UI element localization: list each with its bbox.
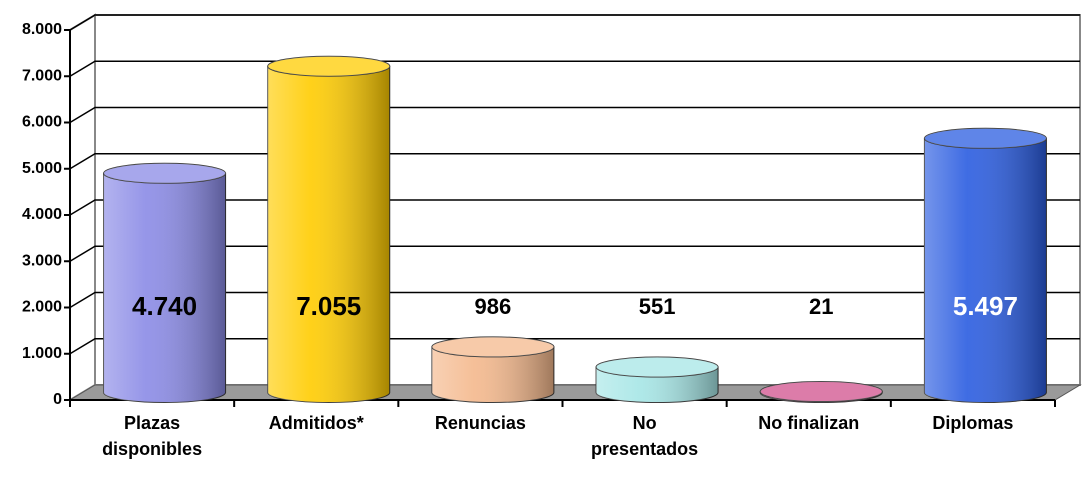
grid-line <box>69 106 1080 124</box>
cylinder <box>103 162 227 403</box>
cylinder <box>595 356 719 403</box>
bar-top <box>759 381 883 403</box>
bar-top <box>103 162 227 184</box>
cylinder <box>759 381 883 403</box>
x-tick-label: No presentados <box>591 413 699 459</box>
y-tick-label: 4.000 <box>22 206 62 223</box>
bar-shade <box>431 346 554 403</box>
bar-top <box>267 55 391 77</box>
bar-top-shade <box>760 381 883 402</box>
cylinder <box>431 336 555 403</box>
cylinder <box>267 55 391 403</box>
x-tick-label: Diplomas <box>932 413 1014 433</box>
value-label: 986 <box>475 294 512 319</box>
y-tick-label: 8.000 <box>22 21 62 38</box>
bar-shade <box>103 173 226 403</box>
bar-top-shade <box>596 357 719 378</box>
y-tick-label: 1.000 <box>22 345 62 362</box>
grid-line <box>69 14 1080 31</box>
grid-line <box>69 199 1080 216</box>
bar-shade <box>267 66 390 403</box>
value-label: 7.055 <box>296 291 361 321</box>
y-tick-label: 3.000 <box>22 252 62 269</box>
bar-top-shade <box>431 336 554 357</box>
y-tick-label: 6.000 <box>22 114 62 131</box>
grid-line <box>69 338 1080 355</box>
value-label: 551 <box>639 294 676 319</box>
value-label: 4.740 <box>132 291 197 321</box>
grid-line <box>69 245 1080 262</box>
y-tick-label: 5.000 <box>22 160 62 177</box>
bar-top <box>431 336 555 358</box>
x-tick-label: No finalizan <box>758 413 860 433</box>
y-tick-label: 0 <box>53 391 62 408</box>
bar-top <box>923 127 1047 149</box>
grid-line <box>69 153 1080 170</box>
value-label: 21 <box>809 294 833 319</box>
bar-shade <box>924 138 1047 403</box>
y-tick-label: 2.000 <box>22 299 62 316</box>
bar-top-shade <box>924 128 1047 149</box>
bar-top-shade <box>267 56 390 77</box>
value-label: 5.497 <box>953 291 1018 321</box>
grid-line <box>69 291 1080 309</box>
x-tick-label: Admitidos* <box>268 413 364 433</box>
bar-top <box>595 356 719 378</box>
x-tick-label: Renuncias <box>434 413 526 433</box>
bar-top-shade <box>103 163 226 184</box>
x-tick-label: Plazas disponibles <box>102 413 203 459</box>
y-tick-label: 7.000 <box>22 67 62 84</box>
cylinder <box>923 127 1047 404</box>
grid-line <box>69 60 1080 77</box>
